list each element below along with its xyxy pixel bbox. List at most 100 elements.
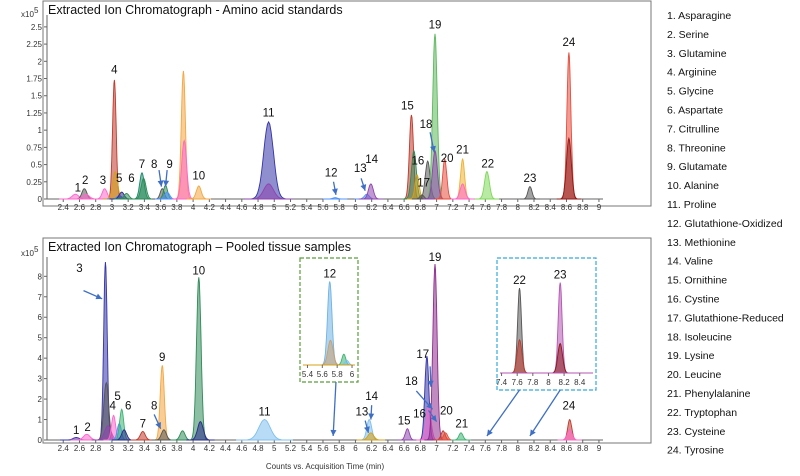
x-tick-label: 8.2 (528, 203, 540, 212)
legend-item: 18. Isoleucine (667, 331, 732, 343)
x-tick-label: 3 (110, 203, 115, 212)
trace-peak-34 (519, 186, 541, 200)
legend-item: 8. Threonine (667, 142, 726, 154)
chart-panel-standards: Extracted Ion Chromatograph - Amino acid… (21, 0, 652, 212)
x-tick-label: 6.4 (382, 444, 394, 453)
y-tick-label: 0.25 (26, 178, 42, 187)
x-tick-label: 8.6 (561, 203, 573, 212)
inset-x-tick-label: 7.4 (496, 378, 508, 387)
peak-label-11: 11 (259, 406, 271, 418)
x-tick-label: 8.2 (528, 444, 540, 453)
legend-item: 10. Alanine (667, 180, 719, 192)
x-tick-label: 2.6 (74, 444, 86, 453)
legend-item: 17. Glutathione-Reduced (667, 312, 784, 324)
x-tick-label: 6.2 (366, 203, 378, 212)
x-tick-label: 2.8 (90, 203, 102, 212)
peak-label-12: 12 (325, 167, 338, 179)
inset-pointer-arrow-2-1 (486, 389, 521, 437)
x-tick-label: 8.8 (577, 444, 589, 453)
x-tick-label: 9 (597, 444, 602, 453)
x-tick-label: 4 (191, 203, 196, 212)
trace-peak-17 (186, 185, 211, 200)
x-tick-label: 7.2 (447, 203, 459, 212)
x-tick-label: 2.6 (74, 203, 86, 212)
x-tick-label: 7.6 (480, 444, 492, 453)
peak-label-14: 14 (365, 154, 378, 166)
peak-label-6: 6 (125, 400, 131, 412)
x-tick-label: 4.2 (204, 444, 216, 453)
peak-label-17: 17 (417, 178, 430, 190)
y-tick-label: 1 (38, 416, 43, 425)
series-traces (60, 261, 582, 441)
peak-label-23: 23 (524, 173, 537, 185)
peak-label-7: 7 (139, 159, 145, 171)
legend-item: 22. Tryptophan (667, 407, 737, 419)
peak-label-5: 5 (116, 173, 122, 185)
legend-item: 21. Phenylalanine (667, 388, 751, 400)
x-tick-label: 3.4 (139, 203, 151, 212)
peak-label-20: 20 (441, 153, 454, 165)
trace-peak-27 (557, 429, 582, 441)
y-tick-label: 1 (38, 126, 43, 135)
legend-item: 4. Arginine (667, 67, 717, 79)
trace-peak-15 (186, 421, 215, 441)
x-tick-label: 5.6 (317, 203, 329, 212)
legend-item: 23. Cysteine (667, 426, 726, 438)
series-traces (59, 33, 582, 200)
x-tick-label: 5.6 (317, 444, 329, 453)
x-tick-label: 3 (110, 444, 115, 453)
peak-label-7: 7 (140, 419, 146, 431)
peak-label-6: 6 (128, 173, 134, 185)
peak-label-4: 4 (110, 400, 117, 412)
y-scale-exponent: 5 (34, 6, 39, 15)
x-tick-label: 7.8 (496, 444, 508, 453)
inset-x-tick-label: 8 (546, 378, 551, 387)
inset-x-tick-label: 8.4 (574, 378, 586, 387)
x-tick-label: 5.8 (334, 444, 346, 453)
peak-label-21: 21 (456, 145, 469, 157)
y-tick-label: 6 (38, 313, 43, 322)
x-tick-label: 4.4 (220, 444, 232, 453)
inset-x-tick-label: 5.4 (302, 370, 314, 379)
legend-item: 19. Lysine (667, 350, 715, 362)
inset-x-tick-label: 6 (350, 370, 355, 379)
x-tick-label: 7 (434, 203, 439, 212)
legend-item: 24. Tyrosine (667, 445, 724, 457)
y-tick-label: 1.75 (26, 75, 42, 84)
x-tick-label: 3.6 (155, 203, 167, 212)
peak-label-13: 13 (354, 163, 367, 175)
x-tick-label: 4 (191, 444, 196, 453)
peak-label-4: 4 (111, 65, 118, 77)
x-tick-label: 5 (272, 203, 277, 212)
x-tick-label: 6.6 (399, 444, 411, 453)
peak-label-19: 19 (429, 19, 442, 31)
peak-label-19: 19 (429, 252, 442, 264)
peak-label-17: 17 (416, 349, 429, 361)
x-tick-label: 8 (516, 444, 521, 453)
y-tick-label: 2.25 (26, 40, 42, 49)
peak-label-11: 11 (263, 107, 275, 119)
zoom-inset-1: 5.4 5.6 5.8 6 12 (299, 257, 359, 383)
inset-pointer-arrow-2-2 (529, 389, 561, 437)
peak-label-22: 22 (481, 158, 494, 170)
inset-x-tick-label: 5.8 (332, 370, 344, 379)
peak-pointer-arrow-2 (163, 170, 170, 187)
y-tick-label: 2 (38, 395, 43, 404)
peak-label-14: 14 (365, 391, 378, 403)
peak-label-21: 21 (455, 419, 468, 431)
legend-item: 2. Serine (667, 29, 709, 41)
peak-pointer-arrow-4 (368, 405, 375, 420)
legend-item: 12. Glutathione-Oxidized (667, 218, 783, 230)
peak-label-8: 8 (151, 159, 157, 171)
inset-x-tick-label: 5.6 (317, 370, 329, 379)
y-tick-label: 0 (38, 195, 43, 204)
y-tick-label: 1.5 (31, 92, 43, 101)
x-tick-label: 7.4 (464, 444, 476, 453)
x-tick-label: 8 (516, 203, 521, 212)
y-tick-label: 4 (38, 354, 43, 363)
x-tick-label: 4.2 (204, 203, 216, 212)
x-tick-label: 6.4 (382, 203, 394, 212)
peak-label-5: 5 (114, 391, 120, 403)
chart-title: Extracted Ion Chromatograph - Amino acid… (48, 3, 343, 17)
